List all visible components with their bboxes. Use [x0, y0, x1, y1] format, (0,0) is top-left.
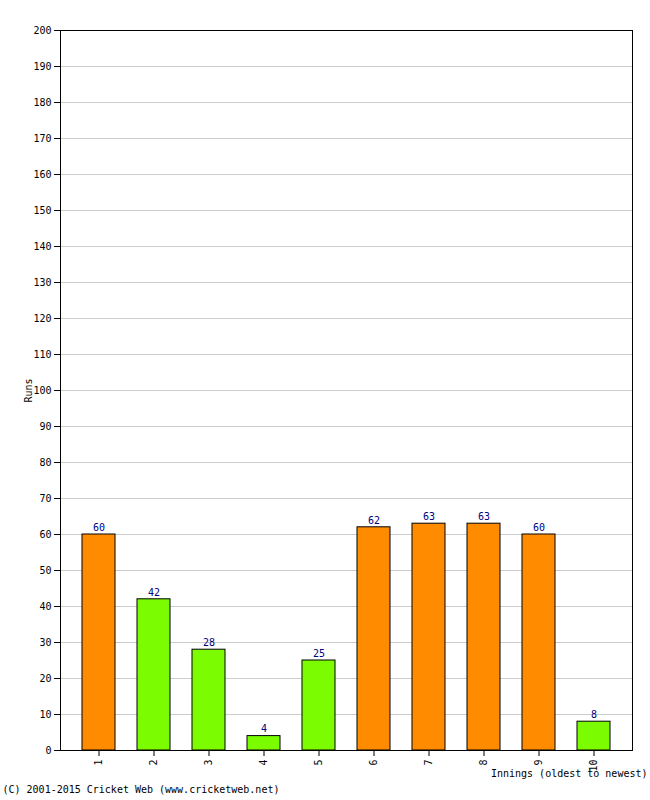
svg-text:30: 30: [39, 637, 51, 648]
svg-text:90: 90: [39, 421, 51, 432]
svg-text:60: 60: [39, 529, 51, 540]
svg-text:7: 7: [423, 760, 434, 766]
svg-text:60: 60: [93, 522, 105, 533]
svg-text:Innings (oldest to newest): Innings (oldest to newest): [491, 768, 648, 779]
svg-text:(C) 2001-2015 Cricket Web (www: (C) 2001-2015 Cricket Web (www.cricketwe…: [3, 784, 280, 795]
svg-text:1: 1: [93, 760, 104, 766]
svg-text:80: 80: [39, 457, 51, 468]
svg-text:160: 160: [33, 169, 51, 180]
svg-text:8: 8: [478, 760, 489, 766]
svg-text:120: 120: [33, 313, 51, 324]
svg-text:Runs: Runs: [23, 378, 34, 402]
svg-text:62: 62: [368, 515, 380, 526]
svg-text:180: 180: [33, 97, 51, 108]
svg-text:100: 100: [33, 385, 51, 396]
svg-text:6: 6: [368, 760, 379, 766]
svg-text:140: 140: [33, 241, 51, 252]
svg-text:8: 8: [591, 709, 597, 720]
svg-text:200: 200: [33, 25, 51, 36]
svg-text:4: 4: [258, 760, 269, 766]
svg-text:63: 63: [478, 511, 490, 522]
svg-text:9: 9: [533, 760, 544, 766]
svg-text:25: 25: [313, 648, 325, 659]
svg-text:170: 170: [33, 133, 51, 144]
svg-text:42: 42: [148, 587, 160, 598]
svg-text:20: 20: [39, 673, 51, 684]
svg-text:60: 60: [533, 522, 545, 533]
svg-text:130: 130: [33, 277, 51, 288]
svg-text:10: 10: [588, 759, 600, 772]
svg-text:4: 4: [261, 723, 267, 734]
svg-text:190: 190: [33, 61, 51, 72]
svg-text:50: 50: [39, 565, 51, 576]
svg-text:40: 40: [39, 601, 51, 612]
svg-text:10: 10: [39, 709, 51, 720]
svg-text:70: 70: [39, 493, 51, 504]
svg-text:2: 2: [148, 760, 159, 766]
svg-text:150: 150: [33, 205, 51, 216]
svg-text:0: 0: [45, 745, 51, 756]
svg-text:110: 110: [33, 349, 51, 360]
svg-text:5: 5: [313, 760, 324, 766]
svg-text:63: 63: [423, 511, 435, 522]
svg-text:3: 3: [203, 760, 214, 766]
svg-text:28: 28: [203, 637, 215, 648]
